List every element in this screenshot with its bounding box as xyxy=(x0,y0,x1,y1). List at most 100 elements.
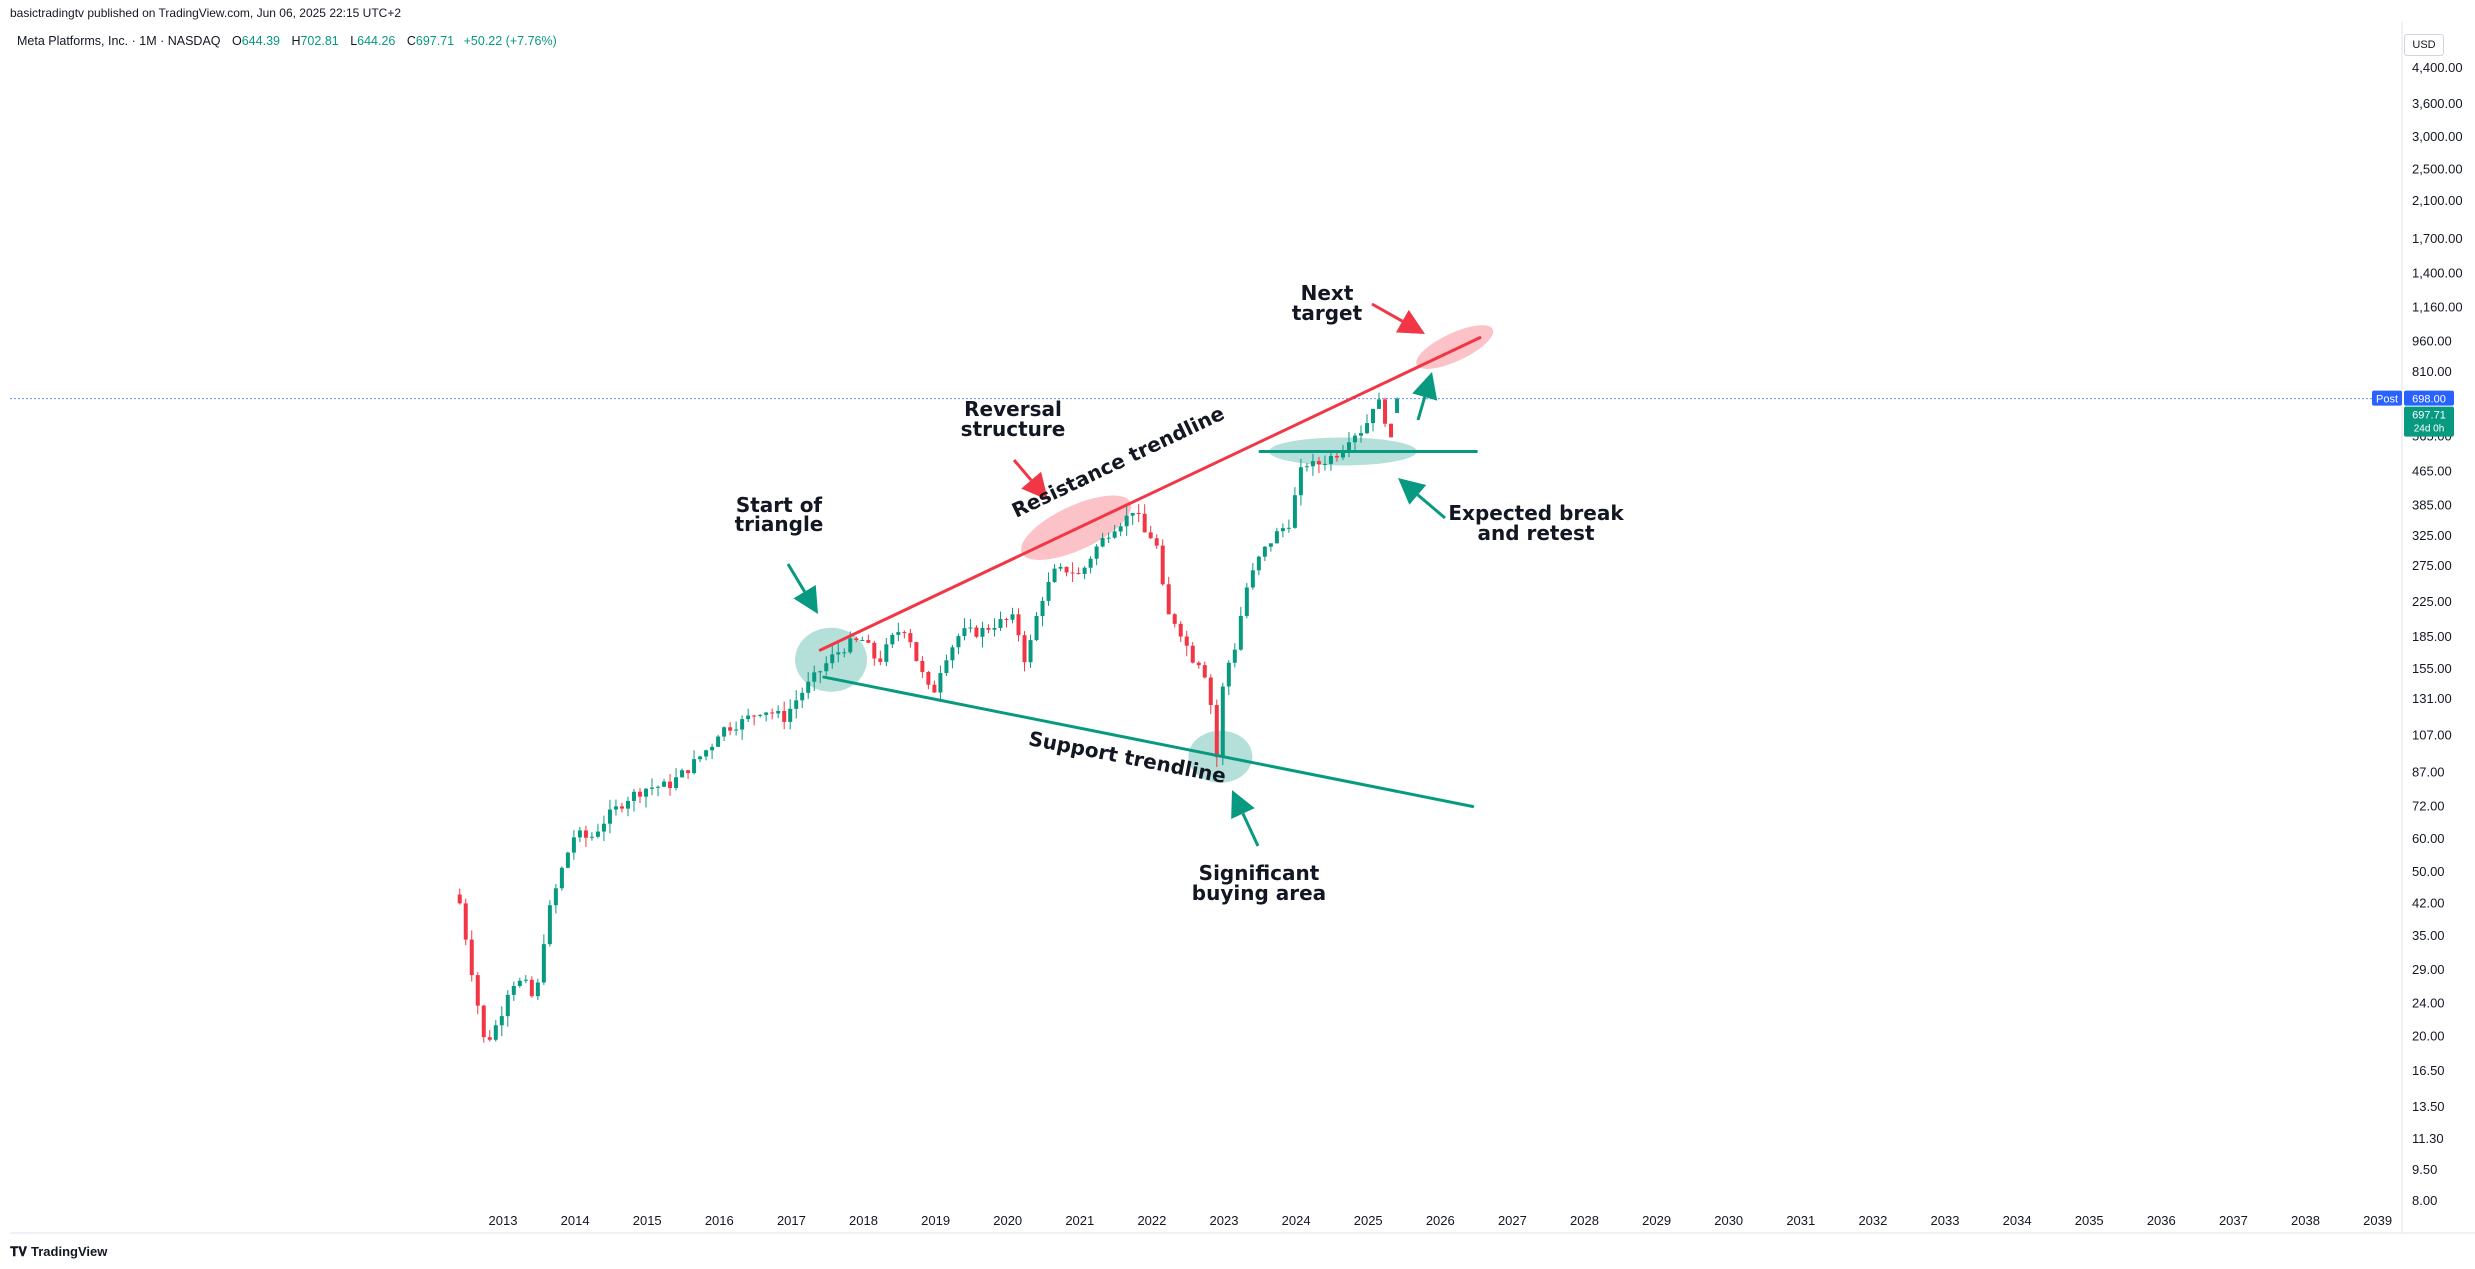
price-tick-label: 2,100.00 xyxy=(2412,193,2463,208)
candle-body xyxy=(986,627,991,630)
high-label: H xyxy=(291,34,301,48)
candle-body xyxy=(511,985,516,995)
price-tick-label: 185.00 xyxy=(2412,629,2452,644)
candle-body xyxy=(698,756,703,760)
last-price-tag: 697.71 24d 0h xyxy=(2404,406,2454,437)
candle-body xyxy=(1268,543,1273,547)
candle-body xyxy=(625,800,630,809)
candle-body xyxy=(487,1037,492,1040)
candle-body xyxy=(481,1005,486,1038)
candle-body xyxy=(944,660,949,674)
candle-body xyxy=(595,831,600,837)
candle-body xyxy=(589,836,594,838)
highlight-zones xyxy=(795,325,1494,783)
candle-body xyxy=(998,619,1003,628)
annotation-reversal-2[interactable]: structure xyxy=(961,417,1066,441)
price-tick-label: 87.00 xyxy=(2412,764,2445,779)
candle-body xyxy=(1130,513,1135,516)
time-axis[interactable]: 2013 2014 2015 2016 2017 2018 2019 2020 2021 2022… xyxy=(489,1213,2393,1228)
price-tick-label: 1,400.00 xyxy=(2412,266,2463,281)
annotation-next-target-1[interactable]: Next xyxy=(1301,281,1354,305)
post-price-tag: Post 698.00 xyxy=(2372,390,2454,406)
candle-body xyxy=(529,979,534,997)
candle-body xyxy=(1202,665,1207,678)
candle-body xyxy=(613,806,618,810)
candle-body xyxy=(1004,619,1009,621)
annotation-start-of-triangle-1[interactable]: Start of xyxy=(736,493,823,517)
candle-body xyxy=(1190,645,1195,663)
candle-body xyxy=(776,710,781,714)
annotation-next-target-2[interactable]: target xyxy=(1292,301,1363,325)
time-tick-label: 2032 xyxy=(1858,1213,1887,1228)
candle-body xyxy=(457,894,462,904)
symbol-legend: Meta Platforms, Inc. · 1M · NASDAQ O644.… xyxy=(17,34,557,48)
trendline[interactable] xyxy=(822,675,1475,808)
candle-body xyxy=(764,712,769,715)
price-tick-label: 13.50 xyxy=(2412,1099,2445,1114)
time-tick-label: 2013 xyxy=(489,1213,518,1228)
candle-body xyxy=(1304,466,1309,468)
candle-body xyxy=(463,903,468,940)
candle-body xyxy=(1352,435,1357,443)
candle-body xyxy=(794,700,799,709)
time-tick-label: 2016 xyxy=(705,1213,734,1228)
price-tick-label: 16.50 xyxy=(2412,1063,2445,1078)
tradingview-logo[interactable]: 𝐓𝐕 TradingView xyxy=(10,1244,107,1260)
time-tick-label: 2026 xyxy=(1426,1213,1455,1228)
candle-body xyxy=(1070,572,1075,574)
time-tick-label: 2034 xyxy=(2003,1213,2032,1228)
candle-body xyxy=(1214,705,1219,758)
annotation-break-retest-1[interactable]: Expected break xyxy=(1448,501,1624,525)
arrow-next-target-head xyxy=(1395,309,1425,334)
annotation-buying-area-1[interactable]: Significant xyxy=(1199,861,1320,885)
time-tick-label: 2027 xyxy=(1498,1213,1527,1228)
price-tick-label: 9.50 xyxy=(2412,1162,2437,1177)
candle-body xyxy=(896,632,901,635)
time-tick-label: 2023 xyxy=(1210,1213,1239,1228)
time-tick-label: 2028 xyxy=(1570,1213,1599,1228)
candle-body xyxy=(746,715,751,720)
annotation-reversal-1[interactable]: Reversal xyxy=(964,397,1062,421)
candle-body xyxy=(710,746,715,751)
candle-body xyxy=(824,663,829,672)
trendlines[interactable] xyxy=(818,336,1482,808)
candle-body xyxy=(1328,455,1333,464)
annotation-start-line2: triangle xyxy=(735,512,824,536)
candle-body xyxy=(1184,636,1189,646)
candle-body xyxy=(1118,526,1123,532)
symbol-title[interactable]: Meta Platforms, Inc. · 1M · NASDAQ xyxy=(17,34,221,48)
price-tick-label: 275.00 xyxy=(2412,558,2452,573)
annotation-buying-area-2[interactable]: buying area xyxy=(1192,881,1326,905)
candle-body xyxy=(782,710,787,722)
candle-body xyxy=(728,727,733,731)
candle-body xyxy=(1244,587,1249,616)
high-value: 702.81 xyxy=(300,34,339,48)
currency-button[interactable]: USD xyxy=(2404,34,2444,56)
post-tag-value: 698.00 xyxy=(2412,394,2446,406)
candle-body xyxy=(740,719,745,730)
annotation-break-retest-2[interactable]: and retest xyxy=(1477,521,1594,545)
candle-body xyxy=(1256,556,1261,571)
trendline[interactable] xyxy=(818,336,1482,652)
candle-body xyxy=(517,980,522,986)
price-tick-label: 155.00 xyxy=(2412,661,2452,676)
candle-body xyxy=(1154,538,1159,546)
annotation-start-of-triangle-2[interactable]: triangle xyxy=(735,512,824,536)
candle-body xyxy=(1250,570,1255,588)
candle-body xyxy=(1280,528,1285,532)
candle-body xyxy=(1358,433,1363,436)
candle-body xyxy=(830,654,835,664)
candle-body xyxy=(601,823,606,832)
price-tick-label: 35.00 xyxy=(2412,928,2445,943)
close-value: 697.71 xyxy=(415,34,455,48)
candle-body xyxy=(1046,582,1051,601)
price-tick-label: 20.00 xyxy=(2412,1028,2445,1043)
price-axis[interactable]: 4,400.00 3,600.00 3,000.00 2,500.00 2,100.00… xyxy=(2412,60,2463,1208)
arrow-start-of-triangle-head xyxy=(793,585,818,614)
time-tick-label: 2030 xyxy=(1714,1213,1743,1228)
candle-body xyxy=(1040,600,1045,616)
candle-body xyxy=(1334,455,1339,458)
candle-body xyxy=(1094,546,1099,559)
candle-body xyxy=(541,944,546,983)
